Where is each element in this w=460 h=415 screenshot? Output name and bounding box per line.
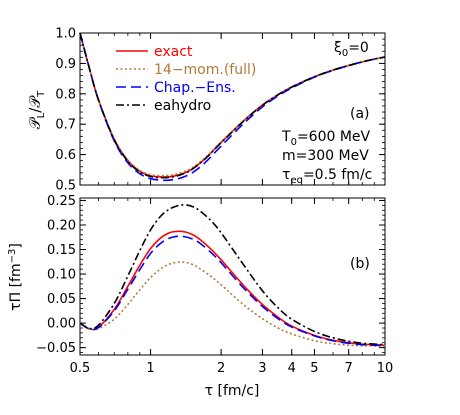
legend-item-exact: exact bbox=[116, 44, 193, 60]
y-tick-label: 0.00 bbox=[47, 317, 76, 332]
x-tick-label: 7 bbox=[345, 361, 353, 376]
panel-b-series bbox=[79, 204, 386, 347]
legend-item-eahydro: eahydro bbox=[116, 98, 211, 114]
legend-item-chap-ens: Chap.−Ens. bbox=[116, 80, 236, 96]
x-tick-label: 1 bbox=[146, 361, 154, 376]
legend-label-14-mom: 14−mom.(full) bbox=[154, 62, 256, 78]
param-t0: T0=600 MeV bbox=[281, 129, 371, 148]
y-tick-label: 0.7 bbox=[55, 118, 76, 133]
y-axis-label-b: τΠ [fm−3] bbox=[7, 243, 24, 311]
y-tick-label: 0.5 bbox=[55, 179, 76, 194]
panel-b-ticks: 0.5 1 2 3 4 5 7 10 −0.05 0.00 0.05 0.10 0.15 0.20 0.25 bbox=[36, 194, 393, 376]
panel-a-series bbox=[79, 32, 386, 182]
y-tick-label: 0.05 bbox=[47, 292, 76, 307]
legend: exact 14−mom.(full) Chap.−Ens. eahydro bbox=[116, 44, 256, 114]
legend-item-14-mom: 14−mom.(full) bbox=[116, 62, 256, 78]
series-line-b-eahydro bbox=[79, 204, 386, 346]
legend-label-chap-ens: Chap.−Ens. bbox=[154, 80, 236, 96]
x-tick-label: 4 bbox=[288, 361, 296, 376]
panel-a-ticks: 0.5 0.6 0.7 0.8 0.9 1.0 bbox=[55, 27, 386, 194]
x-tick-label: 5 bbox=[310, 361, 318, 376]
y-tick-label: 0.6 bbox=[55, 148, 76, 163]
y-tick-label: 0.25 bbox=[47, 194, 76, 209]
panel-b-frame bbox=[79, 197, 386, 356]
param-tau-eq: τeq=0.5 fm/c bbox=[282, 167, 372, 186]
panel-a: 0.5 0.6 0.7 0.8 0.9 1.0 (a) ξ0=0 T0=600 MeV m… bbox=[26, 27, 386, 194]
y-tick-label: 0.20 bbox=[47, 218, 76, 233]
y-tick-label: 0.9 bbox=[55, 57, 76, 72]
panel-a-frame bbox=[79, 32, 386, 186]
xi-annotation: ξ0=0 bbox=[334, 40, 369, 59]
y-tick-label: 1.0 bbox=[55, 27, 76, 42]
y-tick-label: 0.15 bbox=[47, 243, 76, 258]
param-mass: m=300 MeV bbox=[282, 148, 369, 164]
y-tick-label: 0.8 bbox=[55, 87, 76, 102]
series-line-a-chap-ens bbox=[79, 32, 386, 182]
series-line-a-eahydro bbox=[79, 32, 386, 179]
panel-b: 0.5 1 2 3 4 5 7 10 −0.05 0.00 0.05 0.10 0.15 0.20 0.25… bbox=[7, 194, 393, 399]
x-tick-label: 10 bbox=[377, 361, 394, 376]
x-tick-label: 2 bbox=[217, 361, 225, 376]
legend-label-eahydro: eahydro bbox=[154, 98, 211, 114]
y-axis-label-a: 𝒫L/𝒫T bbox=[26, 90, 47, 129]
x-axis-label: τ [fm/c] bbox=[205, 383, 260, 399]
series-line-b-chap-ens bbox=[79, 235, 386, 347]
series-line-b-14-mom-full bbox=[79, 261, 386, 347]
y-tick-label: −0.05 bbox=[36, 341, 76, 356]
legend-label-exact: exact bbox=[154, 44, 193, 60]
x-tick-label: 0.5 bbox=[70, 361, 91, 376]
x-tick-label: 3 bbox=[258, 361, 266, 376]
panel-a-label: (a) bbox=[350, 106, 370, 122]
panel-b-label: (b) bbox=[350, 256, 370, 272]
y-tick-label: 0.10 bbox=[47, 268, 76, 283]
